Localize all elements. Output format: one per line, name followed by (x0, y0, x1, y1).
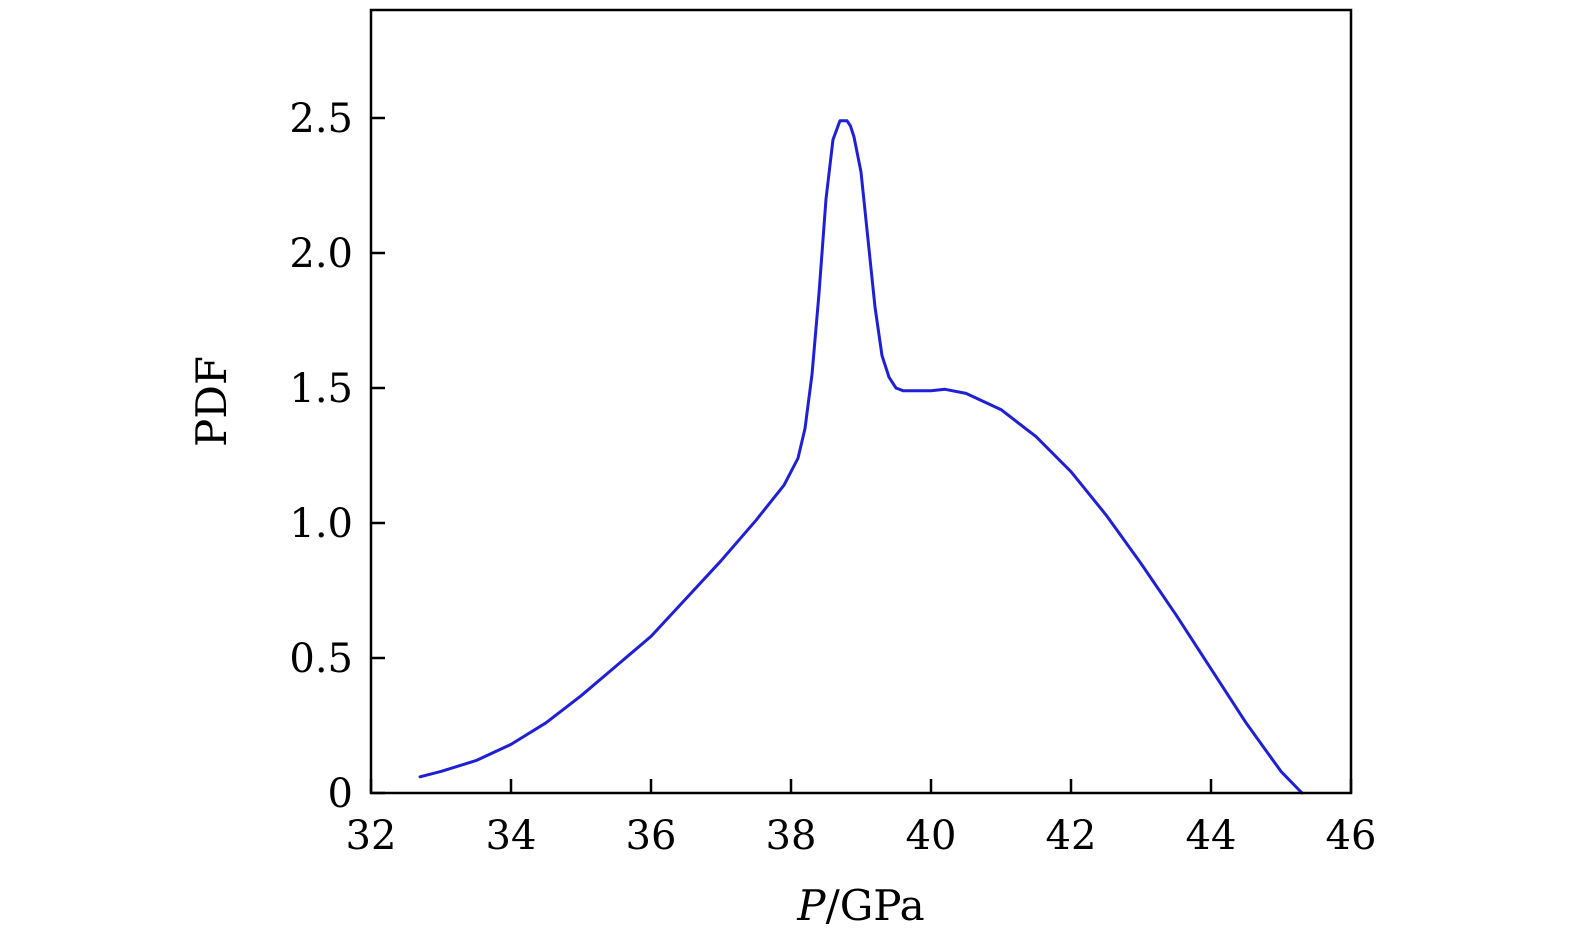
y-tick-label: 1.5 (289, 366, 353, 412)
x-axis-label: P/GPa (796, 881, 924, 930)
x-tick-label: 32 (346, 813, 397, 859)
y-tick-label: 2.0 (289, 231, 353, 277)
x-tick-label: 42 (1046, 813, 1097, 859)
y-tick-label: 0.5 (289, 636, 353, 682)
y-tick-label: 2.5 (289, 96, 353, 142)
x-tick-label: 38 (766, 813, 817, 859)
x-axis-unit: /GPa (826, 881, 925, 930)
y-axis-label: PDF (187, 356, 236, 447)
pdf-curve (418, 119, 1304, 795)
plot-frame (369, 8, 1353, 795)
x-axis-variable: P (796, 881, 826, 930)
x-tick-label: 44 (1186, 813, 1237, 859)
x-tick-label: 46 (1326, 813, 1377, 859)
x-tick-label: 40 (906, 813, 957, 859)
x-tick-label: 36 (626, 813, 677, 859)
axis-ticks (369, 116, 1353, 795)
y-tick-label: 0 (328, 771, 353, 817)
axis-tick-labels: 32 34 36 38 40 42 44 46 0 0.5 1.0 1.5 2.0 2.5 (289, 96, 1376, 859)
x-tick-label: 34 (486, 813, 537, 859)
y-tick-label: 1.0 (289, 501, 353, 547)
